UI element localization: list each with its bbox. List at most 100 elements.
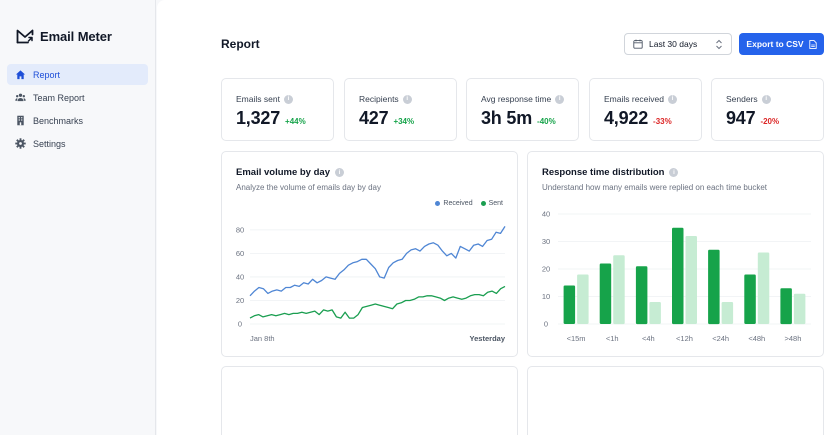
x-tick-label: <15m — [567, 334, 586, 343]
bar — [563, 285, 576, 324]
bar — [744, 274, 756, 324]
bar — [757, 252, 770, 324]
info-icon[interactable]: i — [555, 94, 565, 104]
y-tick-label: 40 — [236, 272, 244, 281]
stat-delta: -33% — [653, 117, 672, 126]
stat-value: 4,922 — [604, 108, 649, 128]
info-icon[interactable]: i — [761, 94, 771, 104]
stat-label: Recipients — [359, 94, 399, 104]
chart-title: Response time distribution — [542, 167, 665, 178]
sidebar: Email Meter Report Team Report Benchmark… — [0, 0, 156, 435]
legend-label: Sent — [488, 200, 503, 207]
y-tick-label: 10 — [542, 292, 550, 301]
x-tick-label: <12h — [676, 334, 693, 343]
bar — [635, 266, 648, 325]
legend-item-received[interactable]: Received — [435, 200, 473, 207]
info-icon[interactable]: i — [668, 94, 677, 104]
legend-label: Received — [443, 200, 473, 207]
stat-value: 427 — [359, 108, 389, 128]
stat-label: Emails received — [604, 94, 664, 104]
y-tick-label: 40 — [542, 210, 550, 219]
bar — [721, 302, 734, 324]
stat-label: Senders — [726, 94, 758, 104]
stat-value: 3h 5m — [481, 108, 533, 128]
x-tick-label: <24h — [712, 334, 729, 343]
y-tick-label: 60 — [236, 249, 244, 258]
date-range-select[interactable]: Last 30 days — [624, 33, 732, 55]
gear-icon — [15, 138, 26, 149]
empty-card-right — [527, 366, 824, 435]
stat-card-emails-received: Emails received i 4,922 -33% — [589, 78, 702, 141]
stat-label: Avg response time — [481, 94, 552, 104]
bar — [685, 236, 697, 324]
sidebar-item-label: Report — [33, 69, 61, 80]
y-tick-label: 30 — [542, 237, 550, 246]
main-content: Report Last 30 days Export to CSV Emails… — [157, 0, 832, 435]
x-tick-label: <4h — [642, 334, 655, 343]
sidebar-item-report[interactable]: Report — [7, 64, 148, 85]
x-tick-label: <48h — [748, 334, 765, 343]
bar — [577, 274, 589, 324]
stat-delta: -20% — [760, 117, 780, 126]
x-tick-label: <1h — [606, 334, 619, 343]
x-tick-label: Yesterday — [470, 334, 506, 343]
stat-value: 1,327 — [236, 108, 281, 128]
stat-card-avg-response-time: Avg response time i 3h 5m -40% — [466, 78, 579, 141]
sidebar-item-benchmarks[interactable]: Benchmarks — [7, 110, 148, 131]
stat-label: Emails sent — [236, 94, 280, 104]
calendar-icon — [633, 39, 643, 49]
building-icon — [17, 115, 24, 126]
response-time-chart[interactable]: 0 10 20 30 40 <15m <1h <4h <12h <24h <48h >48h — [528, 152, 825, 358]
bar — [599, 263, 612, 324]
empty-card-left — [221, 366, 518, 435]
sidebar-item-label: Team Report — [33, 92, 85, 103]
stat-value: 947 — [726, 108, 756, 128]
info-icon[interactable]: i — [283, 94, 293, 104]
series-line-sent — [249, 285, 506, 319]
bar — [672, 227, 684, 325]
bar — [613, 255, 625, 325]
chevron-up-down-icon — [716, 39, 722, 50]
bar — [793, 293, 806, 325]
chart-subtitle: Understand how many emails were replied … — [542, 183, 768, 192]
envelope-logo-icon — [16, 29, 34, 44]
info-icon[interactable]: i — [402, 94, 412, 104]
sidebar-item-label: Benchmarks — [33, 115, 84, 126]
page-title: Report — [221, 37, 260, 51]
export-csv-button[interactable]: Export to CSV — [739, 33, 824, 55]
email-volume-chart[interactable]: 0 20 40 60 80 Jan 8th Yesterday — [222, 152, 519, 358]
app-logo[interactable]: Email Meter — [16, 28, 112, 44]
x-tick-label: Jan 8th — [250, 334, 275, 343]
sidebar-item-settings[interactable]: Settings — [7, 133, 148, 154]
bar — [708, 249, 720, 325]
document-icon — [808, 39, 817, 49]
info-icon[interactable]: i — [334, 168, 344, 177]
y-tick-label: 80 — [236, 225, 244, 234]
chart-subtitle: Analyze the volume of emails day by day — [236, 183, 381, 192]
y-tick-label: 0 — [544, 320, 548, 329]
y-tick-label: 20 — [542, 265, 550, 274]
chart-legend: Received Sent — [435, 200, 503, 207]
y-tick-label: 20 — [236, 296, 244, 305]
date-range-value: Last 30 days — [649, 39, 698, 49]
stat-card-emails-sent: Emails sent i 1,327 +44% — [221, 78, 334, 141]
bar — [780, 288, 792, 325]
legend-item-sent[interactable]: Sent — [480, 200, 503, 207]
export-csv-label: Export to CSV — [746, 39, 804, 49]
home-icon — [15, 70, 26, 80]
users-icon — [15, 93, 26, 102]
email-volume-card: Email volume by day i Analyze the volume … — [221, 151, 518, 357]
stat-delta: +44% — [285, 117, 306, 126]
sidebar-item-team-report[interactable]: Team Report — [7, 87, 148, 108]
x-tick-label: >48h — [784, 334, 801, 343]
y-tick-label: 0 — [238, 320, 242, 329]
series-line-received — [249, 226, 506, 297]
app-name: Email Meter — [40, 28, 112, 44]
response-time-card: Response time distribution i Understand h… — [527, 151, 824, 357]
sidebar-nav: Report Team Report Benchmarks — [7, 64, 148, 156]
stat-card-senders: Senders i 947 -20% — [711, 78, 824, 141]
stat-delta: -40% — [537, 117, 556, 126]
info-icon[interactable]: i — [669, 168, 679, 177]
sidebar-item-label: Settings — [33, 138, 66, 149]
chart-title: Email volume by day — [236, 167, 330, 178]
